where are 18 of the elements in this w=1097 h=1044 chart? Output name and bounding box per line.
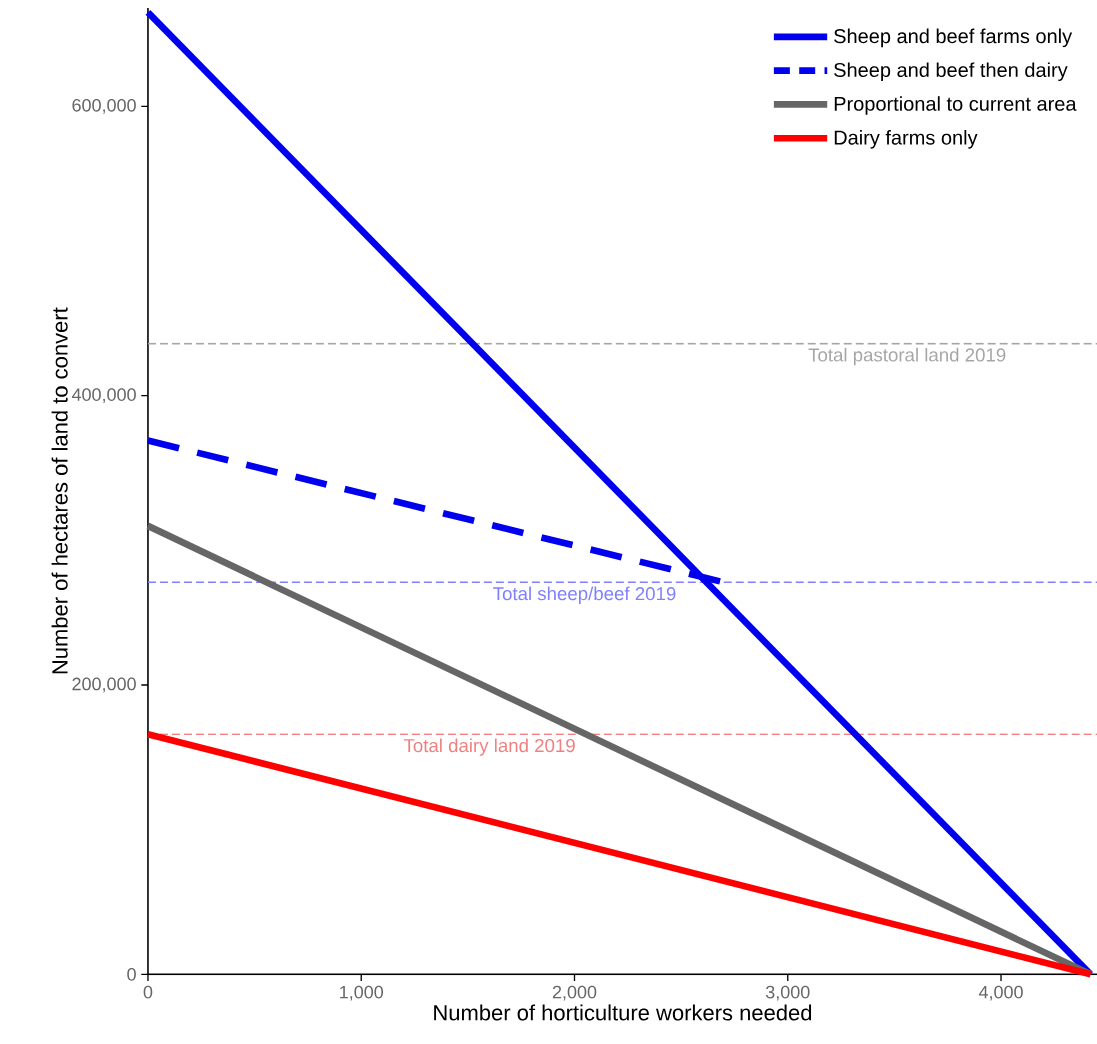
y-tick-label: 200,000	[72, 677, 136, 693]
ref-line-label: Total dairy land 2019	[403, 738, 575, 757]
ref-line-label: Total pastoral land 2019	[808, 348, 1006, 366]
x-tick-label: 4,000	[978, 985, 1023, 1001]
legend-label: Proportional to current area	[834, 96, 1077, 115]
x-tick-label: 2,000	[552, 985, 597, 1001]
ref-line-label: Total sheep/beef 2019	[493, 586, 676, 605]
legend-label: Sheep and beef farms only	[834, 28, 1073, 48]
y-tick-label: 0	[127, 968, 136, 981]
y-axis-title: Number of hectares of land to convert	[51, 307, 68, 674]
x-axis-title: Number of horticulture workers needed	[434, 1004, 812, 1021]
legend-label: Sheep and beef then dairy	[834, 62, 1068, 82]
legend-label: Dairy farms only	[834, 130, 978, 149]
y-tick-label: 600,000	[72, 99, 136, 114]
y-tick-label: 400,000	[71, 388, 136, 404]
x-tick-label: 0	[143, 985, 153, 999]
x-tick-label: 1,000	[340, 985, 384, 1001]
x-tick-label: 3,000	[765, 985, 810, 1001]
